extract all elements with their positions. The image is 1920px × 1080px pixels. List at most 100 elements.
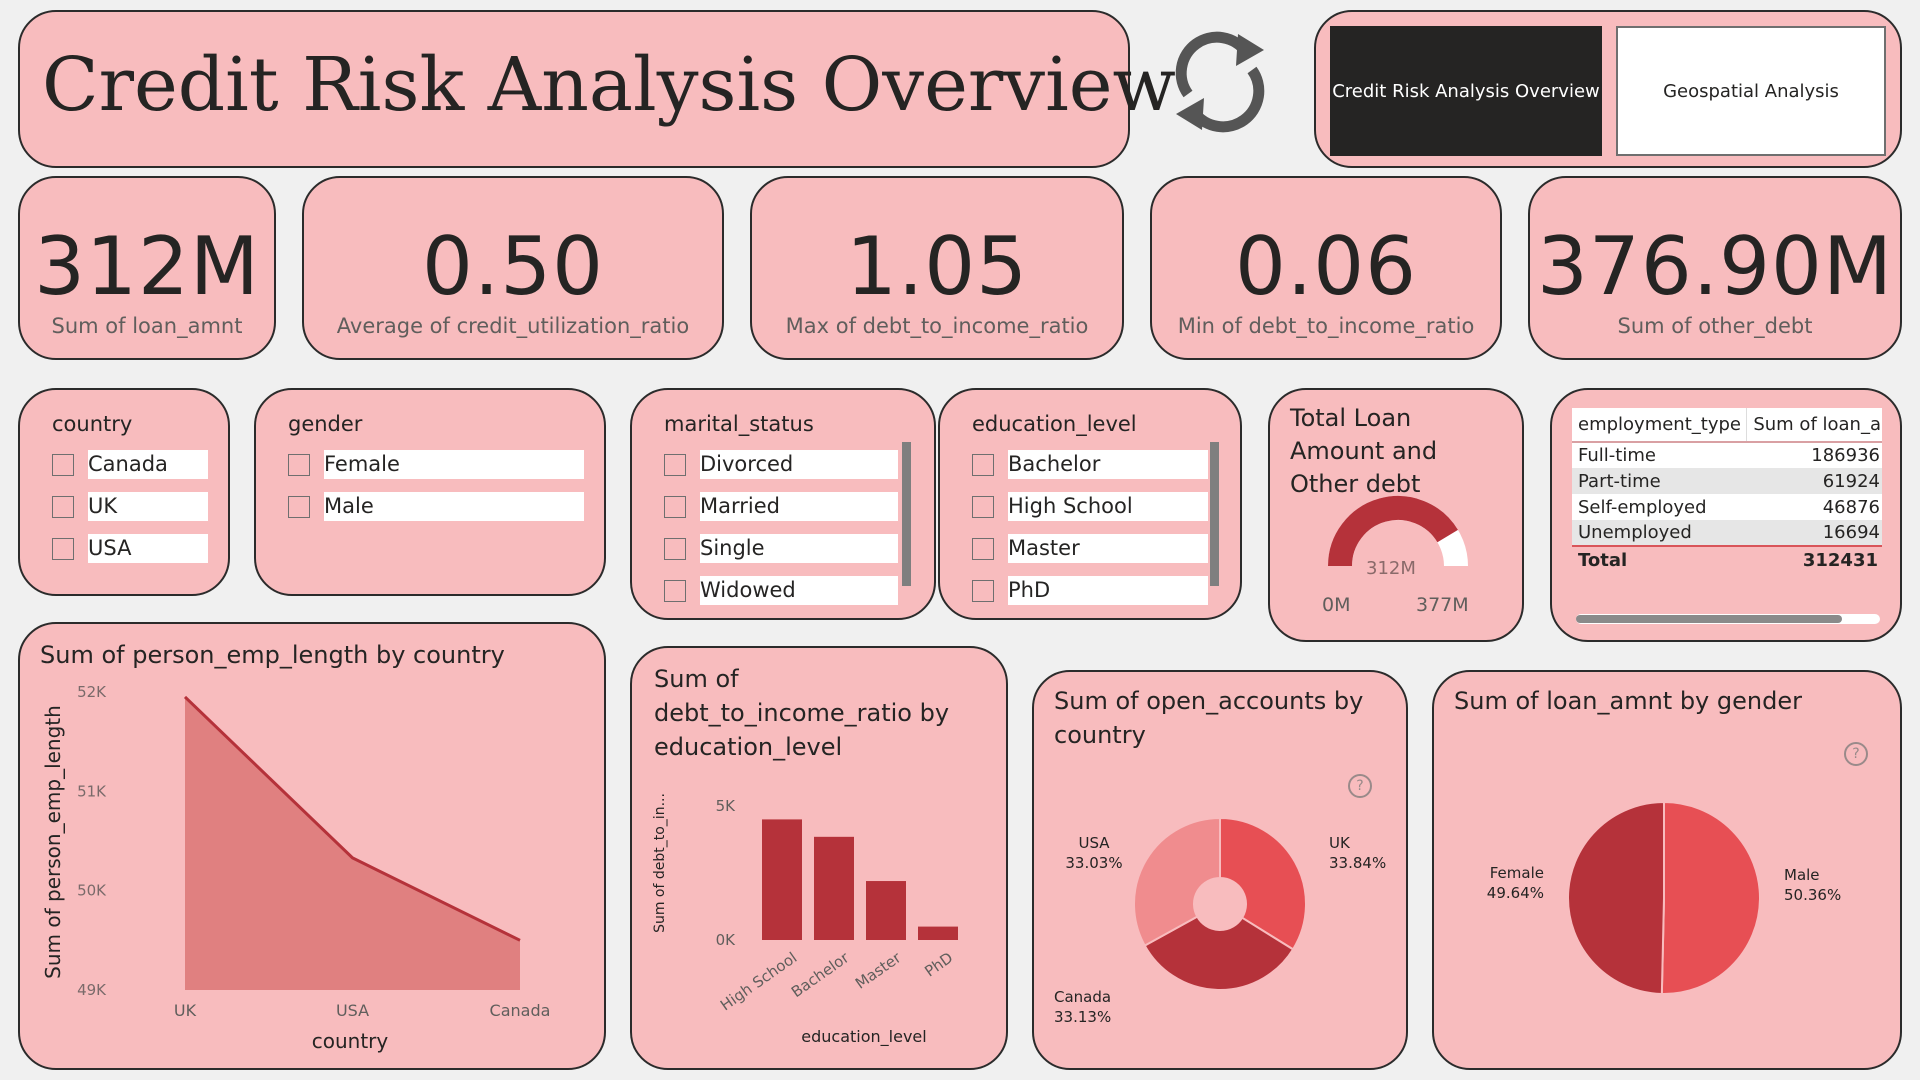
gauge-max: 377M [1416, 594, 1469, 616]
checkbox[interactable] [664, 580, 686, 602]
gauge-min: 0M [1322, 594, 1351, 616]
kpi-label: Max of debt_to_income_ratio [785, 314, 1089, 338]
help-icon[interactable]: ? [1348, 774, 1372, 798]
horizontal-scrollbar-track[interactable] [1576, 614, 1880, 624]
y-tick-label: 49K [77, 981, 107, 999]
help-icon[interactable]: ? [1844, 742, 1868, 766]
table-cell: 16694 [1822, 522, 1880, 543]
chart-title: Sum of open_accounts by country [1054, 687, 1364, 749]
chart-title: Sum of debt_to_income_ratio by education… [654, 665, 950, 761]
nav-button-geospatial[interactable]: Geospatial Analysis [1616, 26, 1886, 156]
table-row: Unemployed 16694 [1572, 520, 1882, 546]
checkbox[interactable] [52, 454, 74, 476]
slice-percent: 33.13% [1054, 1008, 1111, 1026]
table-cell: Total [1578, 550, 1628, 571]
scrollbar[interactable] [1210, 442, 1219, 586]
area-chart: 49K 50K 51K 52K UK USA Canada country Sum of per… [41, 683, 551, 1053]
gauge-title: Total Loan Amount and Other debt [1290, 402, 1437, 501]
pie-chart: Male 50.36% Female 49.64% [1487, 800, 1841, 995]
table-row: Full-time 186936 [1572, 442, 1882, 468]
bar [762, 819, 802, 940]
checkbox[interactable] [288, 454, 310, 476]
y-tick-label: 0K [716, 931, 737, 949]
x-tick-label: PhD [921, 949, 956, 981]
table-total-row: Total 312431 [1572, 546, 1882, 574]
table-cell: Self-employed [1578, 496, 1707, 518]
slice-label: Female [1490, 864, 1544, 882]
gauge-chart [1328, 496, 1468, 567]
slicer-item-label: Female [324, 450, 584, 479]
chart-title: Sum of person_emp_length by country [40, 641, 505, 669]
kpi-card-loan-amnt: 312M Sum of loan_amnt [18, 176, 276, 360]
x-tick-label: USA [336, 1001, 369, 1020]
table-cell: 61924 [1822, 470, 1880, 492]
x-tick-label: UK [174, 1001, 197, 1020]
x-axis-title: education_level [801, 1027, 926, 1047]
scrollbar[interactable] [902, 442, 911, 586]
checkbox[interactable] [664, 538, 686, 560]
x-tick-label: Canada [490, 1001, 551, 1020]
checkbox[interactable] [52, 538, 74, 560]
table-cell: 312431 [1802, 550, 1878, 571]
slicer-item-label: High School [1008, 492, 1208, 521]
bar [814, 836, 854, 940]
slicer-item-label: Married [700, 492, 898, 521]
area-fill [185, 696, 520, 990]
page-title: Credit Risk Analysis Overview [42, 42, 1176, 128]
slice-percent: 50.36% [1784, 886, 1841, 904]
nav-button-overview[interactable]: Credit Risk Analysis Overview [1330, 26, 1602, 156]
checkbox[interactable] [972, 496, 994, 518]
slicer-title: gender [288, 412, 363, 436]
slicer-title: education_level [972, 412, 1137, 436]
slice-label: UK [1329, 834, 1351, 852]
gauge-fill [1328, 496, 1458, 567]
column-header[interactable]: Sum of loan_a [1746, 408, 1882, 443]
checkbox[interactable] [288, 496, 310, 518]
donut-slice [1143, 915, 1295, 991]
slicer-title: marital_status [664, 412, 814, 436]
table-cell: Full-time [1578, 445, 1656, 466]
slicer-item-label: Single [700, 534, 898, 563]
kpi-value: 376.90M [1537, 220, 1893, 313]
table-cell: Part-time [1578, 470, 1661, 492]
employment-table: employment_type Sum of loan_a Full-time … [1572, 408, 1882, 574]
kpi-value: 1.05 [845, 220, 1029, 313]
horizontal-scrollbar-thumb[interactable] [1576, 615, 1842, 623]
slice-percent: 49.64% [1487, 884, 1544, 902]
gauge-title-line: Amount and [1290, 437, 1438, 465]
pie-slice [1567, 800, 1665, 995]
table-cell: 186936 [1811, 445, 1880, 466]
x-tick-label: High School [717, 949, 800, 1015]
checkbox[interactable] [972, 454, 994, 476]
table-header: employment_type Sum of loan_a [1572, 408, 1882, 443]
checkbox[interactable] [52, 496, 74, 518]
kpi-card-min-dti: 0.06 Min of debt_to_income_ratio [1150, 176, 1502, 360]
kpi-label: Min of debt_to_income_ratio [1177, 314, 1475, 338]
gauge-title-line: Other debt [1290, 470, 1421, 498]
checkbox[interactable] [664, 454, 686, 476]
donut-slice [1219, 816, 1307, 951]
gauge-value: 312M [1366, 558, 1416, 579]
refresh-icon[interactable] [1160, 20, 1280, 140]
y-tick-label: 5K [716, 797, 737, 815]
column-header[interactable]: employment_type [1572, 408, 1747, 443]
chart-card-dti-education: Sum of debt_to_income_ratio by education… [630, 646, 1008, 1070]
donut-slice [1133, 816, 1221, 947]
pie-slice [1660, 800, 1762, 995]
slicer-item-label: Bachelor [1008, 450, 1208, 479]
page-navigator: Credit Risk Analysis Overview Geospatial… [1314, 10, 1902, 168]
slicer-item-label: Widowed [700, 576, 898, 605]
checkbox[interactable] [972, 580, 994, 602]
checkbox[interactable] [972, 538, 994, 560]
chart-card-emp-length: Sum of person_emp_length by country 49K 5… [18, 622, 606, 1070]
slicer-gender: gender Female Male [254, 388, 606, 596]
slicer-item-label: Master [1008, 534, 1208, 563]
kpi-value: 0.50 [421, 220, 605, 313]
table-cell: Unemployed [1578, 522, 1692, 543]
table-cell: 46876 [1822, 496, 1880, 518]
slicer-item-label: PhD [1008, 576, 1208, 605]
kpi-label: Sum of loan_amnt [51, 314, 243, 338]
checkbox[interactable] [664, 496, 686, 518]
x-tick-label: Bachelor [788, 948, 853, 1001]
